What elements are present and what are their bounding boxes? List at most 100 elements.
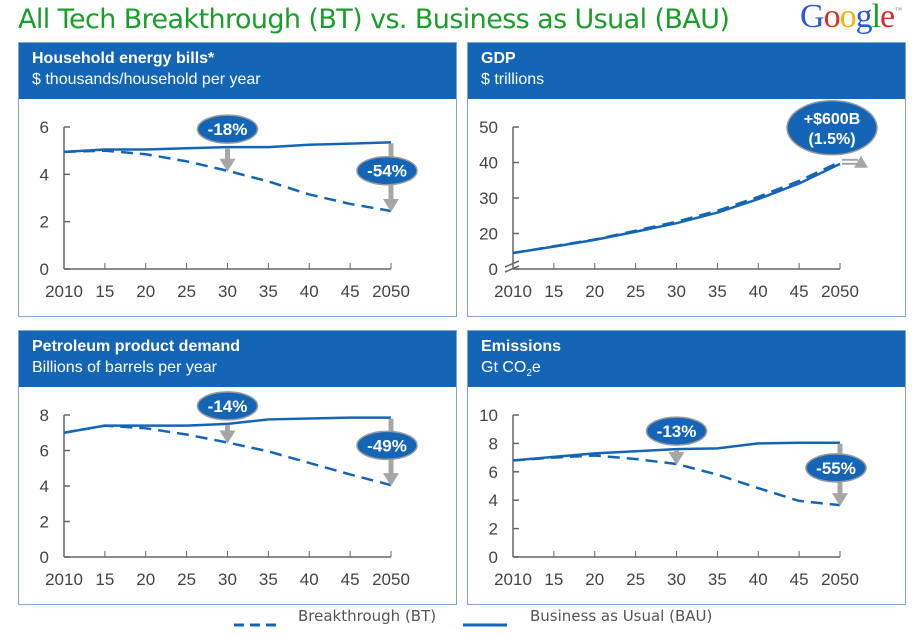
callout-label: -54% bbox=[367, 162, 407, 181]
y-tick-label: 2 bbox=[489, 520, 498, 539]
chart-panel-household: Household energy bills* $ thousands/hous… bbox=[18, 42, 457, 317]
y-tick-label: 10 bbox=[479, 406, 498, 425]
panel-title: Emissions bbox=[481, 338, 562, 355]
x-tick-label: 40 bbox=[749, 282, 768, 301]
chart-panel-petroleum: Petroleum product demand Billions of bar… bbox=[18, 330, 457, 605]
x-tick-label: 2050 bbox=[821, 282, 859, 301]
trademark-symbol: ™ bbox=[895, 6, 902, 14]
x-tick-label: 45 bbox=[790, 570, 809, 589]
callout-bubble bbox=[786, 100, 878, 156]
legend-bau-label: Business as Usual (BAU) bbox=[530, 607, 713, 625]
panel-subtitle: Billions of barrels per year bbox=[32, 359, 217, 376]
subtitle-text: Gt CO bbox=[481, 359, 527, 376]
callout-label: -18% bbox=[208, 120, 248, 139]
x-tick-label: 2050 bbox=[372, 570, 410, 589]
x-tick-label: 40 bbox=[300, 282, 319, 301]
logo-letter: o bbox=[839, 0, 857, 35]
x-tick-label: 30 bbox=[667, 570, 686, 589]
panel-title: Household energy bills* bbox=[32, 50, 215, 67]
x-tick-label: 25 bbox=[626, 282, 645, 301]
arrow-down-icon bbox=[668, 451, 685, 465]
panel-header: GDP $ trillions bbox=[468, 43, 905, 99]
y-tick-label: 2 bbox=[40, 513, 49, 532]
series-line-bau bbox=[512, 441, 840, 462]
x-tick-label: 2010 bbox=[45, 282, 83, 301]
y-tick-label: 6 bbox=[40, 118, 49, 137]
y-tick-label: 0 bbox=[40, 260, 49, 279]
x-tick-label: 20 bbox=[585, 282, 604, 301]
x-tick-label: 15 bbox=[544, 570, 563, 589]
arrow-down-icon bbox=[832, 493, 848, 507]
x-tick-label: 30 bbox=[667, 282, 686, 301]
panel-header: Emissions Gt CO2e bbox=[468, 331, 905, 387]
line-chart-petroleum: 0 2 4 6 8 2010 15 20 25 30 35 40 45 2050 -14% -49% bbox=[40, 391, 418, 589]
x-tick-label: 20 bbox=[136, 570, 155, 589]
y-tick-label: 4 bbox=[40, 477, 49, 496]
x-tick-label: 2010 bbox=[494, 282, 532, 301]
y-tick-label: 2 bbox=[40, 213, 49, 232]
logo-letter: g bbox=[855, 0, 873, 35]
logo-letter: o bbox=[823, 0, 841, 35]
x-tick-label: 20 bbox=[136, 282, 155, 301]
panel-header: Household energy bills* $ thousands/hous… bbox=[19, 43, 456, 99]
line-chart-household: 0 2 4 6 2010 15 20 25 30 35 40 45 2050 -18% -54% bbox=[40, 114, 418, 301]
google-logo: Google™ bbox=[800, 0, 902, 36]
y-tick-label: 20 bbox=[479, 225, 498, 244]
x-tick-label: 35 bbox=[708, 570, 727, 589]
logo-letter: l bbox=[871, 0, 882, 35]
x-tick-label: 35 bbox=[259, 282, 278, 301]
y-tick-label: 50 bbox=[479, 118, 498, 137]
callout-bubble bbox=[196, 391, 259, 421]
callout-bubble bbox=[805, 453, 867, 483]
x-tick-label: 45 bbox=[341, 282, 360, 301]
y-tick-label: 0 bbox=[489, 548, 498, 567]
axis-break-mark bbox=[504, 260, 520, 268]
x-tick-label: 40 bbox=[300, 570, 319, 589]
y-tick-label: 4 bbox=[489, 491, 498, 510]
panel-title: Petroleum product demand bbox=[32, 338, 241, 355]
y-tick-label: 0 bbox=[40, 548, 49, 567]
y-tick-label: 6 bbox=[489, 463, 498, 482]
legend-dashed-swatch bbox=[234, 623, 282, 627]
logo-letter: G bbox=[800, 0, 825, 35]
callout-label: -14% bbox=[208, 397, 248, 416]
chart-panel-emissions: Emissions Gt CO2e 0 2 4 6 8 10 2010 15 20 25 30 35 4… bbox=[467, 330, 906, 605]
y-tick-label: 30 bbox=[479, 189, 498, 208]
legend-bt-label: Breakthrough (BT) bbox=[298, 607, 437, 625]
arrow-down-icon bbox=[383, 473, 399, 487]
chart-panel-gdp: GDP $ trillions 0 20 30 40 50 2010 15 20 25 30 35 4… bbox=[467, 42, 906, 317]
arrow-down-icon bbox=[383, 199, 399, 213]
x-tick-label: 25 bbox=[177, 282, 196, 301]
callout-label: -49% bbox=[367, 436, 407, 455]
callout-bubble bbox=[356, 155, 418, 186]
series-line-bt bbox=[512, 454, 841, 507]
x-tick-label: 2010 bbox=[45, 570, 83, 589]
x-tick-label: 2010 bbox=[494, 570, 532, 589]
callout-bubble bbox=[356, 430, 418, 461]
line-chart-emissions: 0 2 4 6 8 10 2010 15 20 25 30 35 40 45 2050 -13% -55% bbox=[479, 406, 867, 589]
subscript: 2 bbox=[526, 368, 532, 380]
x-tick-label: 2050 bbox=[821, 570, 859, 589]
callout-label: +$600B bbox=[804, 111, 861, 128]
callout-bubble bbox=[196, 114, 259, 144]
x-tick-label: 2050 bbox=[372, 282, 410, 301]
callout-label: (1.5%) bbox=[808, 131, 855, 148]
x-tick-label: 25 bbox=[626, 570, 645, 589]
panel-subtitle: Gt CO2e bbox=[481, 359, 541, 379]
y-tick-label: 0 bbox=[489, 260, 498, 279]
callout-bubble bbox=[645, 416, 708, 446]
series-line-bt bbox=[512, 160, 841, 255]
x-tick-label: 35 bbox=[708, 282, 727, 301]
panel-header: Petroleum product demand Billions of bar… bbox=[19, 331, 456, 387]
x-tick-label: 30 bbox=[218, 282, 237, 301]
line-chart-gdp: 0 20 30 40 50 2010 15 20 25 30 35 40 45 2050 +$600B (1.… bbox=[479, 100, 878, 301]
x-tick-label: 30 bbox=[218, 570, 237, 589]
callout-label: -55% bbox=[816, 459, 856, 478]
series-line-bau bbox=[63, 141, 392, 154]
y-tick-label: 8 bbox=[40, 406, 49, 425]
y-tick-label: 6 bbox=[40, 442, 49, 461]
x-tick-label: 20 bbox=[585, 570, 604, 589]
panel-subtitle: $ thousands/household per year bbox=[32, 71, 261, 88]
x-tick-label: 15 bbox=[95, 282, 114, 301]
panel-subtitle: $ trillions bbox=[481, 71, 545, 88]
